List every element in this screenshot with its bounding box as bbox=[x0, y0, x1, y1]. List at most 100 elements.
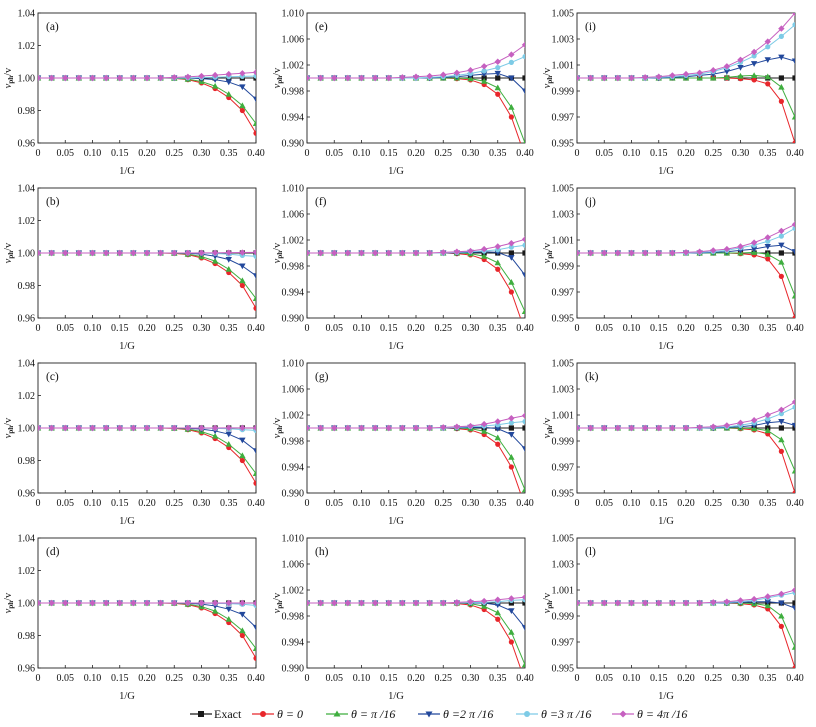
data-point bbox=[239, 70, 246, 77]
y-tick-label: 1.005 bbox=[552, 9, 575, 20]
data-point bbox=[157, 249, 164, 257]
data-point bbox=[682, 70, 690, 78]
data-point bbox=[508, 240, 515, 247]
data-point bbox=[358, 599, 365, 607]
data-point bbox=[508, 431, 515, 438]
panel-label: (l) bbox=[585, 546, 596, 558]
data-point bbox=[577, 424, 581, 432]
data-point bbox=[239, 437, 246, 444]
data-point bbox=[371, 599, 379, 607]
y-tick-label: 1.005 bbox=[552, 184, 575, 195]
series-2 bbox=[38, 599, 256, 652]
data-point bbox=[508, 415, 515, 422]
x-tick-label: 0.40 bbox=[786, 673, 804, 684]
data-point bbox=[750, 61, 758, 67]
data-point bbox=[778, 411, 784, 417]
data-point bbox=[750, 72, 758, 78]
data-point bbox=[508, 244, 514, 250]
data-point bbox=[239, 457, 245, 464]
data-point bbox=[239, 84, 246, 91]
data-point bbox=[62, 599, 69, 607]
x-axis-label: 1/G bbox=[119, 166, 135, 177]
x-tick-label: 0.35 bbox=[220, 673, 238, 684]
x-tick-label: 0.25 bbox=[166, 323, 184, 334]
series-5 bbox=[38, 599, 256, 607]
data-point bbox=[723, 68, 731, 75]
x-tick-label: 0.30 bbox=[462, 673, 480, 684]
x-tick-label: 0.35 bbox=[489, 498, 507, 509]
y-axis-label: vph/v bbox=[542, 67, 554, 88]
data-point bbox=[371, 74, 379, 82]
y-tick-label: 1.002 bbox=[282, 61, 305, 72]
x-tick-label: 0.25 bbox=[435, 323, 453, 334]
data-point bbox=[252, 448, 256, 454]
x-tick-label: 0 bbox=[575, 148, 580, 159]
y-tick-label: 1.04 bbox=[18, 184, 36, 195]
data-point bbox=[669, 599, 676, 607]
x-tick-label: 0.15 bbox=[380, 323, 398, 334]
x-axis-label: 1/G bbox=[388, 691, 404, 702]
data-point bbox=[307, 249, 311, 257]
x-tick-label: 0.25 bbox=[435, 673, 453, 684]
x-tick-label: 0.35 bbox=[759, 673, 777, 684]
series-line bbox=[38, 252, 256, 299]
x-tick-label: 0.25 bbox=[435, 148, 453, 159]
data-point bbox=[764, 427, 771, 434]
x-tick-label: 0.20 bbox=[677, 498, 695, 509]
data-point bbox=[495, 247, 501, 253]
series-2 bbox=[38, 249, 256, 302]
series-2 bbox=[577, 599, 795, 650]
x-tick-label: 0.30 bbox=[193, 323, 211, 334]
data-point bbox=[494, 434, 501, 441]
data-point bbox=[508, 250, 514, 256]
chart-panel-f: 0.990 0.994 0.998 1.002 1.006 1.010 0 0.05 0.10 0… bbox=[272, 184, 534, 353]
x-tick-label: 0.30 bbox=[462, 323, 480, 334]
data-point bbox=[48, 424, 55, 432]
data-point bbox=[399, 424, 406, 432]
series-2 bbox=[307, 599, 525, 668]
series-line bbox=[307, 252, 525, 312]
data-point bbox=[184, 424, 192, 432]
data-point bbox=[399, 74, 406, 81]
y-tick-label: 1.02 bbox=[18, 216, 36, 227]
data-point bbox=[412, 599, 420, 607]
x-tick-label: 0.35 bbox=[220, 148, 238, 159]
data-point bbox=[495, 422, 501, 428]
data-point bbox=[412, 249, 420, 257]
data-point bbox=[89, 599, 96, 607]
series-5 bbox=[307, 236, 525, 257]
y-tick-label: 0.999 bbox=[552, 437, 575, 448]
x-tick-label: 0 bbox=[36, 323, 41, 334]
y-axis-label: vph/v bbox=[272, 67, 284, 88]
series-line bbox=[577, 13, 795, 79]
data-point bbox=[696, 424, 703, 431]
legend-label: θ =3 π /16 bbox=[541, 707, 591, 721]
data-point bbox=[508, 75, 515, 82]
data-point bbox=[778, 227, 785, 235]
y-tick-label: 1.02 bbox=[18, 41, 36, 52]
data-point bbox=[778, 233, 784, 239]
y-tick-label: 0.997 bbox=[552, 463, 575, 474]
data-point bbox=[750, 48, 758, 56]
x-tick-label: 0.40 bbox=[247, 673, 265, 684]
legend-entry-theta-pi-16: θ = π /16 bbox=[326, 707, 395, 721]
data-point bbox=[317, 424, 324, 432]
x-tick-label: 0.10 bbox=[623, 498, 641, 509]
x-tick-label: 0.15 bbox=[111, 673, 129, 684]
y-tick-label: 0.990 bbox=[282, 314, 305, 325]
data-point bbox=[253, 130, 256, 136]
data-point bbox=[307, 599, 311, 607]
data-point bbox=[495, 75, 501, 81]
data-point bbox=[385, 74, 392, 82]
x-tick-label: 0 bbox=[36, 498, 41, 509]
y-tick-label: 1.006 bbox=[282, 35, 305, 46]
data-point bbox=[587, 74, 594, 82]
x-tick-label: 0.05 bbox=[596, 323, 614, 334]
data-point bbox=[737, 419, 744, 426]
data-point bbox=[453, 69, 461, 76]
chart-panel-l: 0.995 0.997 0.999 1.001 1.003 1.005 0 0.05 0.10 0… bbox=[542, 534, 804, 703]
data-point bbox=[385, 424, 392, 432]
legend-label: θ = 0 bbox=[277, 707, 303, 721]
legend-label: θ = 4π /16 bbox=[637, 707, 687, 721]
data-point bbox=[587, 599, 594, 607]
